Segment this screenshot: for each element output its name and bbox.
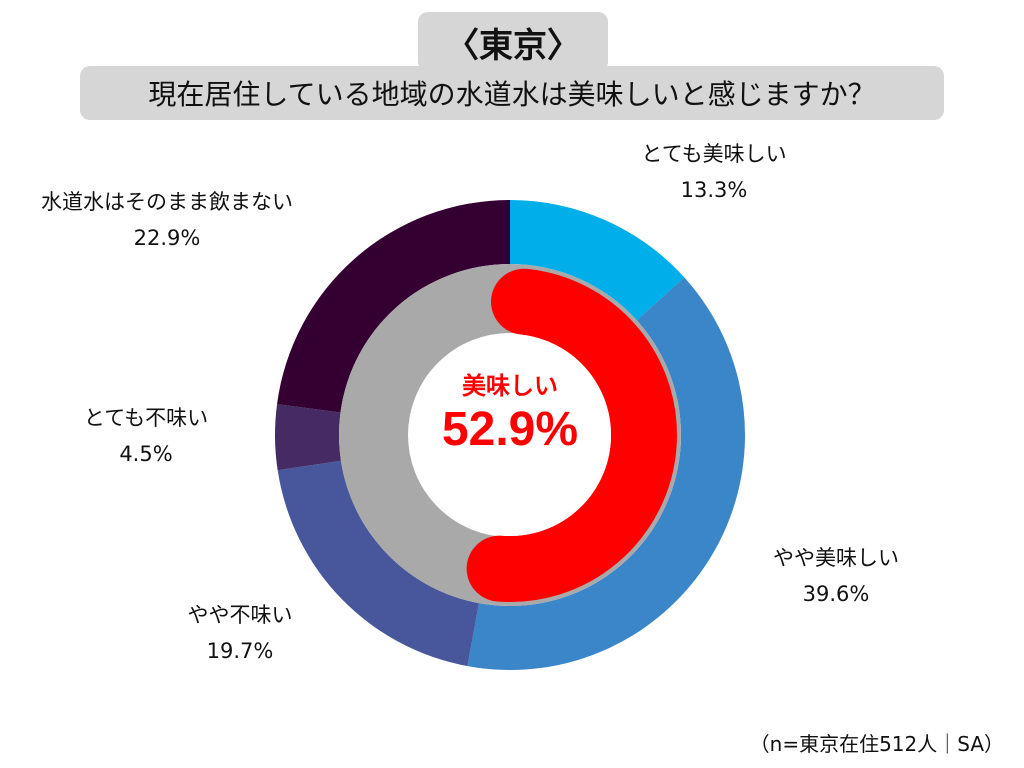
slice-label-somewhat-bad-name: やや不味い (187, 603, 293, 627)
slice-label-very-tasty-value: 13.3% (680, 178, 748, 202)
slice-label-do-not-drink-value: 22.9% (133, 226, 201, 250)
slice-label-somewhat-tasty: やや美味しい 39.6% (773, 540, 899, 612)
chart-title: 〈東京〉 (418, 12, 608, 72)
sample-footnote: （n=東京在住512人｜SA） (749, 732, 1004, 756)
slice-label-very-bad: とても不味い 4.5% (84, 400, 208, 472)
outer-slice-4 (277, 199, 510, 413)
outer-slice-2 (277, 460, 480, 667)
inner-ring-highlight (466, 268, 677, 602)
slice-label-do-not-drink: 水道水はそのまま飲まない 22.9% (41, 184, 293, 256)
slice-label-somewhat-tasty-value: 39.6% (802, 582, 870, 606)
slice-label-somewhat-bad-value: 19.7% (206, 639, 274, 663)
slice-label-very-tasty-name: とても美味しい (641, 142, 787, 166)
slice-label-very-tasty: とても美味しい 13.3% (641, 136, 786, 208)
slice-label-very-bad-value: 4.5% (119, 442, 173, 466)
donut-hole (409, 334, 611, 536)
center-value: 52.9% (441, 403, 579, 456)
slice-label-somewhat-bad: やや不味い 19.7% (188, 597, 293, 669)
center-label: 美味しい (462, 372, 558, 400)
slice-label-do-not-drink-name: 水道水はそのまま飲まない (41, 190, 293, 214)
outer-slice-0 (510, 200, 685, 321)
slice-label-very-bad-name: とても不味い (83, 406, 209, 430)
slice-label-somewhat-tasty-name: やや美味しい (773, 546, 899, 570)
outer-slice-3 (274, 404, 341, 471)
outer-slice-1 (467, 277, 745, 670)
chart-subtitle: 現在居住している地域の水道水は美味しいと感じますか？ (80, 66, 944, 120)
